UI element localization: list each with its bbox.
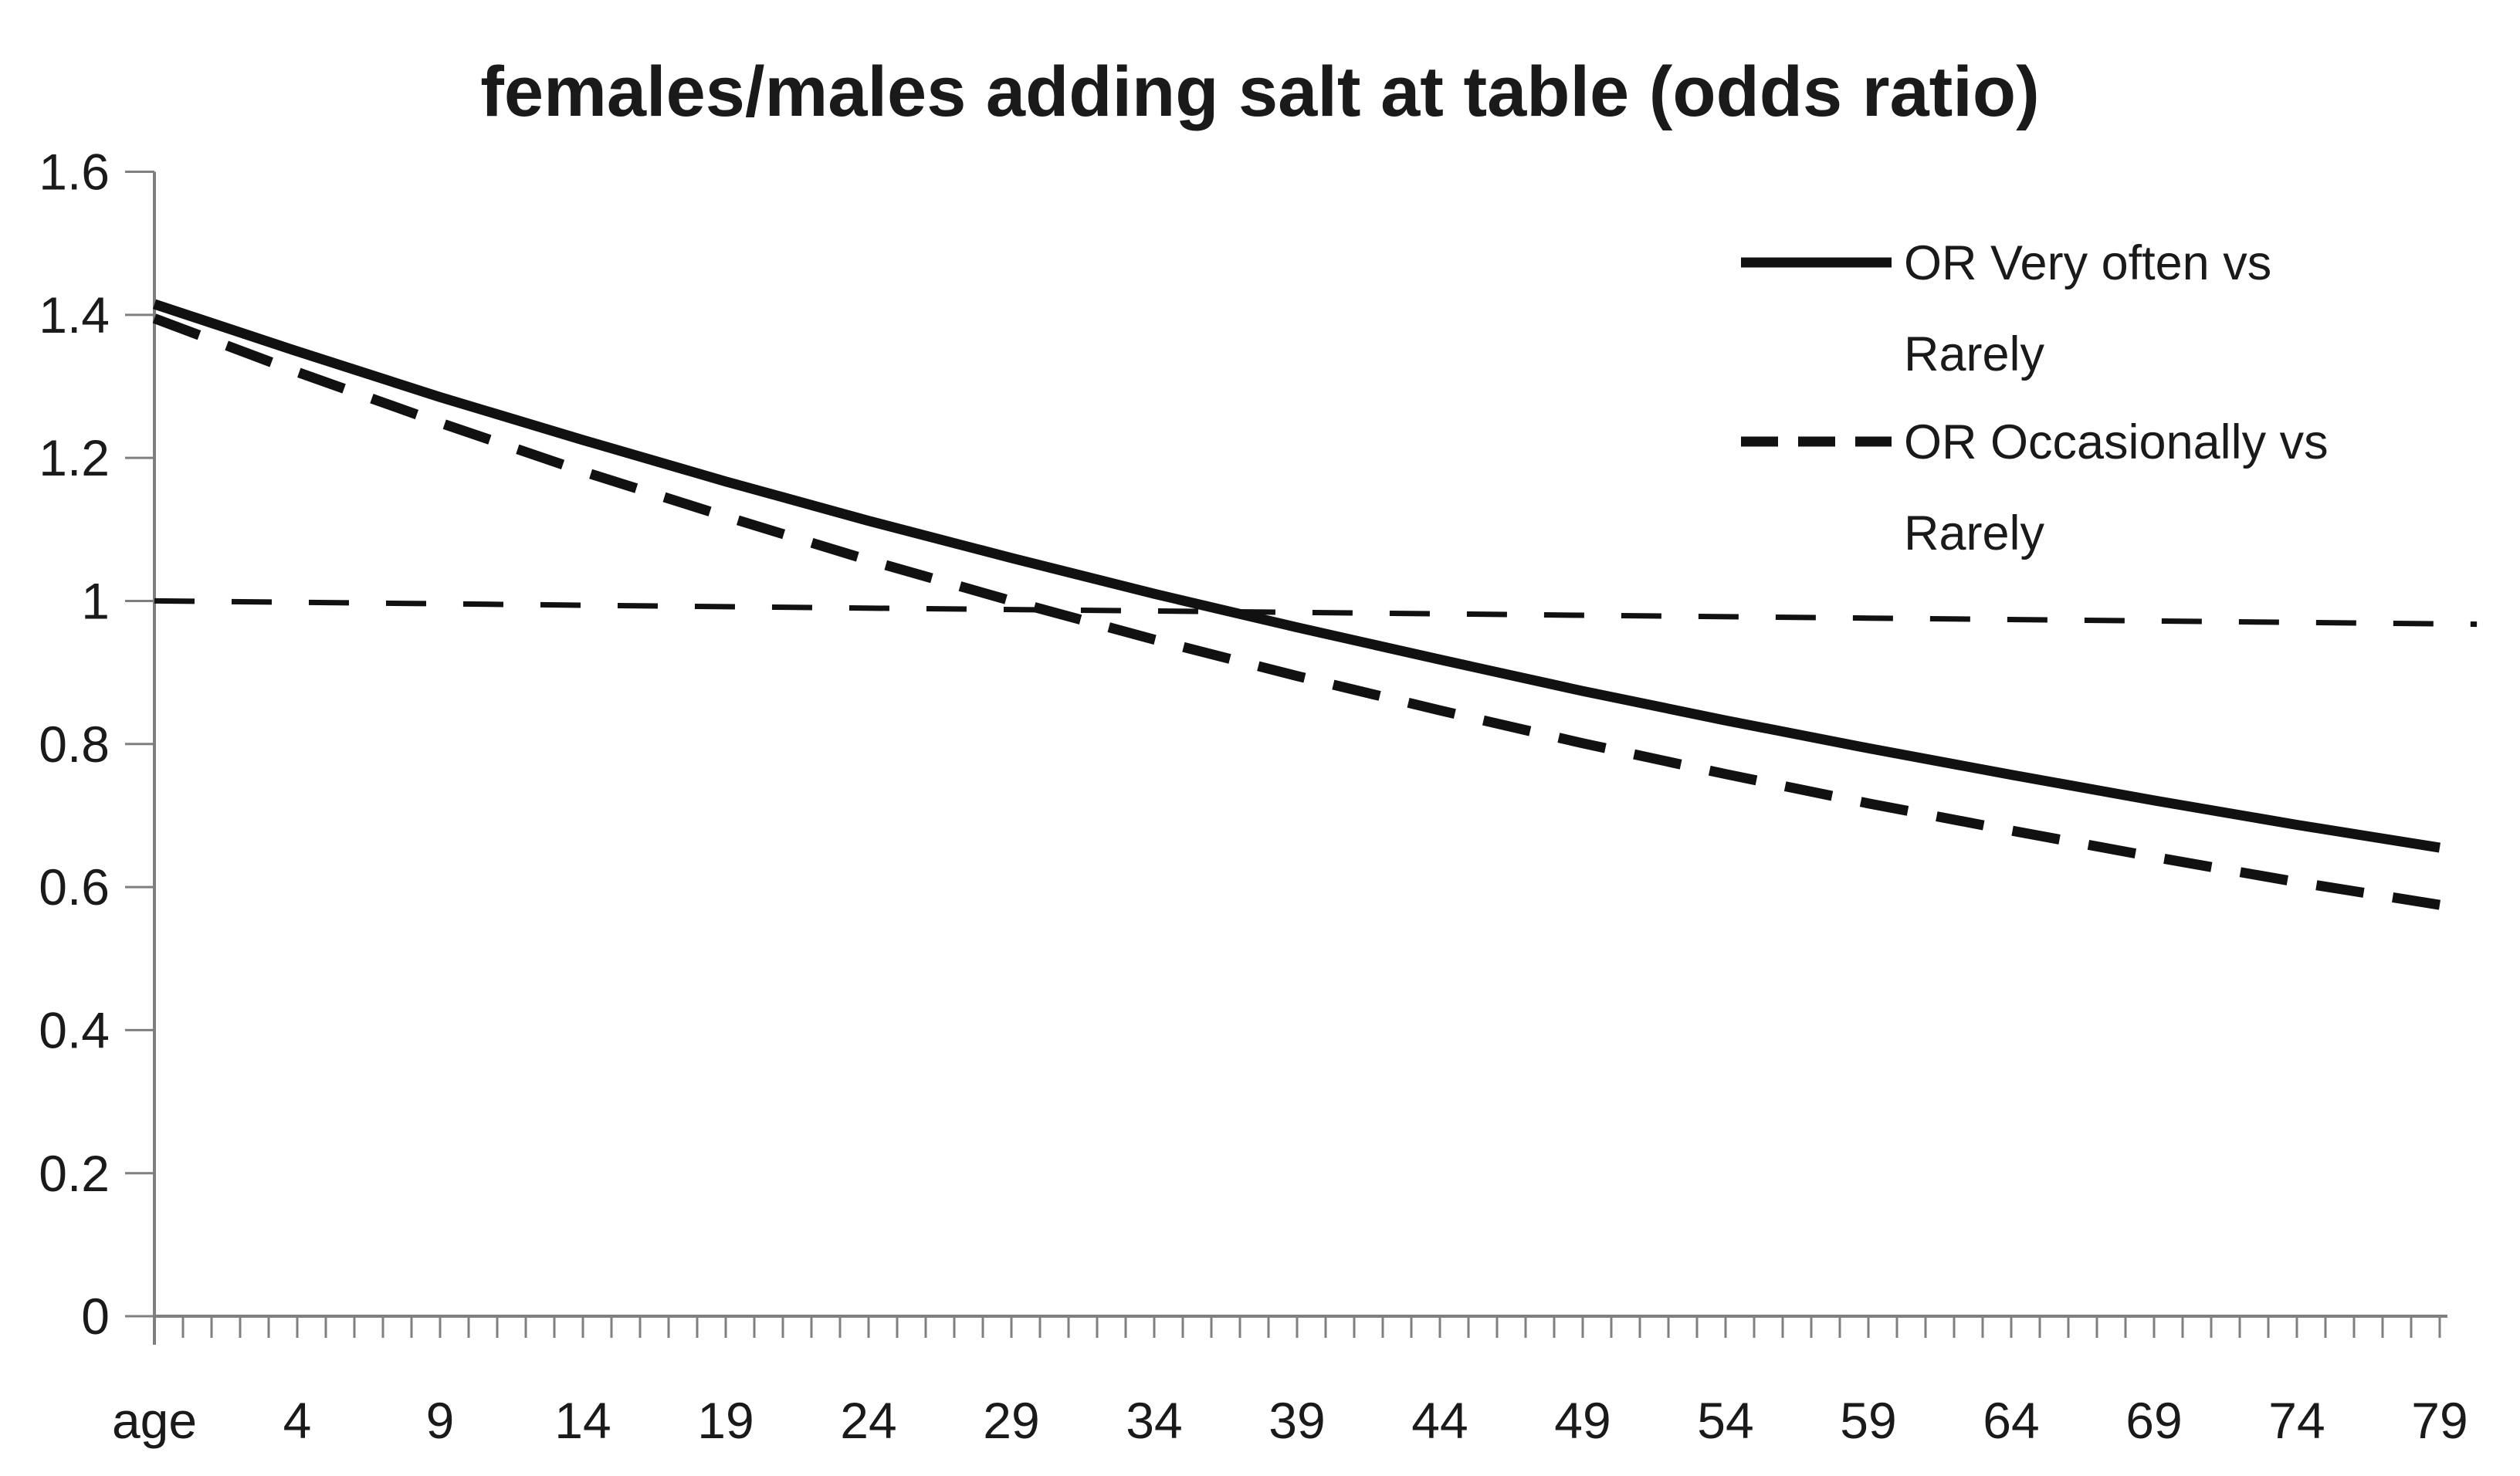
x-tick-label: 24: [840, 1392, 896, 1449]
x-tick-label: 44: [1411, 1392, 1468, 1449]
series-line-thin-dashed: [154, 598, 2478, 628]
x-tick-label: 74: [2268, 1392, 2325, 1449]
chart-title: females/males adding salt at table (odds…: [480, 52, 2039, 131]
y-tick-label: 0: [81, 1288, 110, 1345]
series-line-solid: [152, 299, 2441, 853]
x-tick-label: 79: [2411, 1392, 2468, 1449]
x-tick-label: 34: [1126, 1392, 1182, 1449]
y-tick-label: 0.6: [39, 858, 110, 916]
x-tick-label: 39: [1268, 1392, 1325, 1449]
legend: OR Very often vs Rarely OR Occasionally …: [1741, 236, 2329, 560]
y-tick-label: 0.4: [39, 1001, 110, 1058]
x-tick-label: 64: [1983, 1392, 2039, 1449]
x-tick-label: age: [112, 1392, 197, 1449]
y-tick-label: 1.2: [39, 429, 110, 486]
x-tick-label: 29: [983, 1392, 1039, 1449]
x-tick-label: 59: [1840, 1392, 1896, 1449]
y-tick-label: 1.6: [39, 144, 110, 201]
x-tick-label: 14: [554, 1392, 611, 1449]
y-tick-label: 0.2: [39, 1145, 110, 1202]
y-tick-label: 1: [81, 573, 110, 630]
series-line-dashed: [152, 313, 2441, 910]
x-tick-label: 19: [697, 1392, 754, 1449]
y-tick-label: 0.8: [39, 716, 110, 773]
legend-label-occasionally-line1: OR Occasionally vs: [1904, 415, 2329, 469]
x-tick-label: 69: [2125, 1392, 2182, 1449]
x-tick-label: 4: [283, 1392, 312, 1449]
legend-label-very-often-line2: Rarely: [1904, 327, 2045, 381]
legend-label-very-often-line1: OR Very often vs: [1904, 236, 2271, 290]
legend-label-occasionally-line2: Rarely: [1904, 506, 2045, 560]
x-tick-label: 49: [1554, 1392, 1611, 1449]
y-tick-label: 1.4: [39, 286, 110, 344]
x-tick-label: 54: [1697, 1392, 1753, 1449]
x-tick-label: 9: [426, 1392, 455, 1449]
